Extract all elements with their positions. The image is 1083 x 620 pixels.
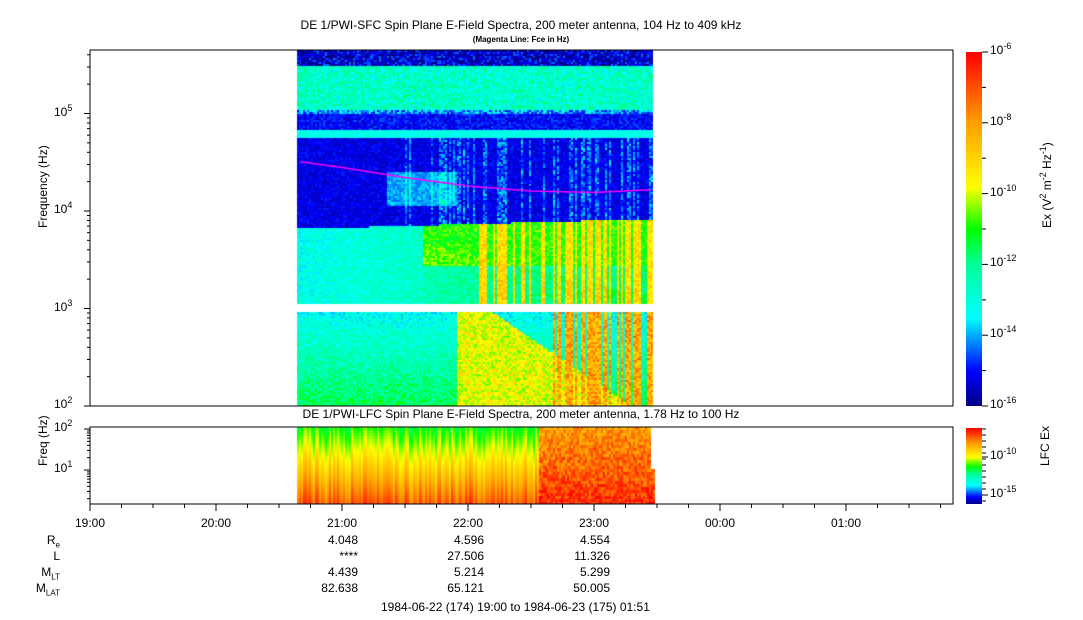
sfc-title: DE 1/PWI-SFC Spin Plane E-Field Spectra,… xyxy=(300,18,742,32)
ephemeris-value: 50.005 xyxy=(573,581,610,595)
ephemeris-value: 27.506 xyxy=(447,549,484,563)
time-range-label: 1984-06-22 (174) 19:00 to 1984-06-23 (17… xyxy=(381,600,650,614)
ephemeris-value: 4.554 xyxy=(579,533,610,547)
ephemeris-label: MLT xyxy=(41,565,60,582)
lfc-spectrogram xyxy=(90,427,953,504)
ephemeris-value: 4.439 xyxy=(327,565,358,579)
xtick-label: 21:00 xyxy=(327,516,358,530)
sfc-colorbar-tick-label: 10-10 xyxy=(990,182,1017,199)
lfc-colorbar-tick-label: 10-15 xyxy=(990,484,1017,500)
ephemeris-value: 5.299 xyxy=(579,565,610,579)
sfc-subtitle: (Magenta Line: Fce in Hz) xyxy=(472,35,570,44)
sfc-spectrogram xyxy=(90,50,953,406)
sfc-ytick-label: 104 xyxy=(54,200,73,216)
sfc-colorbar-tick-label: 10-8 xyxy=(990,111,1012,128)
sfc-ytick-label: 102 xyxy=(54,395,73,411)
ephemeris-value: 4.596 xyxy=(453,533,484,547)
ephemeris-value: 11.326 xyxy=(574,549,610,563)
ephemeris-value: 5.214 xyxy=(453,565,484,579)
sfc-frame xyxy=(89,49,954,407)
xtick-label: 22:00 xyxy=(453,516,484,530)
xtick-label: 23:00 xyxy=(579,516,610,530)
ephemeris-value: **** xyxy=(339,549,358,563)
ephemeris-label: MLAT xyxy=(35,581,60,598)
ephemeris-value: 82.638 xyxy=(321,581,358,595)
xtick-label: 00:00 xyxy=(705,516,736,530)
xtick-label: 01:00 xyxy=(831,516,862,530)
sfc-ytick-label: 103 xyxy=(54,297,73,314)
lfc-colorbar-tick-label: 10-10 xyxy=(990,446,1017,462)
sfc-colorbar-tick-label: 10-12 xyxy=(990,253,1017,270)
sfc-colorbar-tick-label: 10-14 xyxy=(990,324,1017,341)
sfc-ytick-label: 105 xyxy=(54,102,73,119)
ephemeris-label: L xyxy=(53,549,60,563)
lfc-ytick-label: 101 xyxy=(54,459,73,475)
sfc-colorbar xyxy=(966,52,982,406)
ephemeris-value: 65.121 xyxy=(447,581,484,595)
lfc-ytick-label: 102 xyxy=(54,418,73,434)
sfc-colorbar-tick-label: 10-16 xyxy=(990,395,1017,411)
lfc-title: DE 1/PWI-LFC Spin Plane E-Field Spectra,… xyxy=(302,407,740,421)
xtick-label: 20:00 xyxy=(201,516,232,530)
lfc-colorbar xyxy=(966,428,982,504)
sfc-colorbar-tick-label: 10-6 xyxy=(990,41,1012,57)
lfc-frame xyxy=(89,426,954,505)
xtick-label: 19:00 xyxy=(75,516,106,530)
ephemeris-value: 4.048 xyxy=(327,533,358,547)
ephemeris-label: Re xyxy=(46,533,60,550)
